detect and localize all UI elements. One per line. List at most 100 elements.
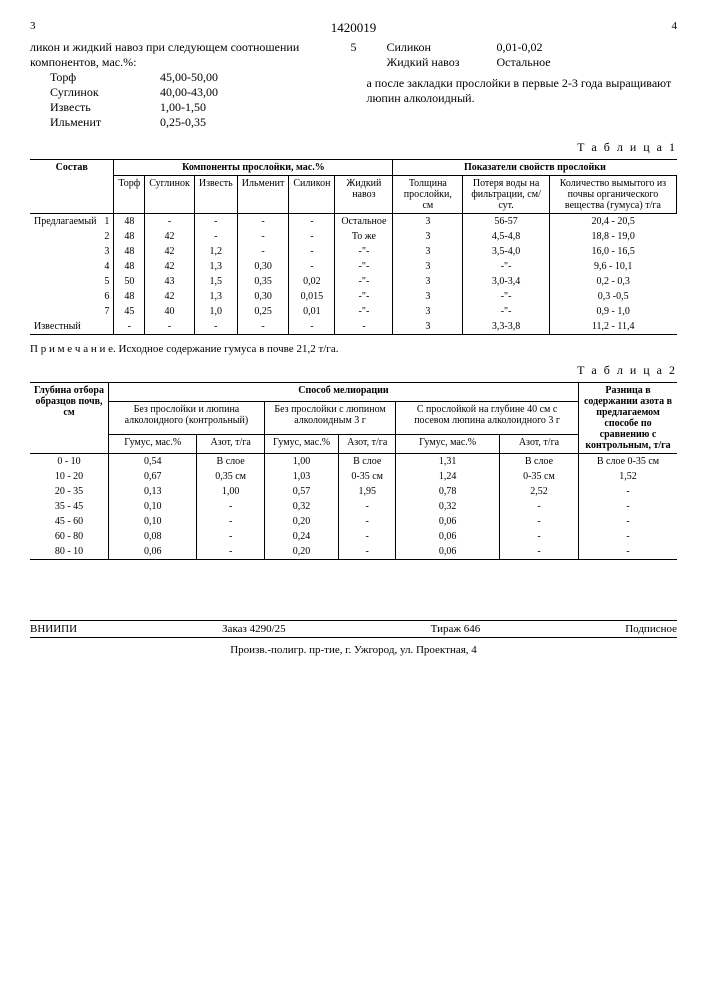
t2-cell: -	[579, 544, 678, 560]
t1-cell: 3	[393, 244, 463, 259]
table2: Глубина отбора образцов почв, см Способ …	[30, 382, 677, 560]
t1-cell: -"-	[463, 304, 550, 319]
col-num-3: 3	[30, 20, 36, 36]
t2-cell: 1,95	[339, 484, 396, 499]
t1-cell: 3	[393, 274, 463, 289]
t2-cell: -	[499, 529, 578, 544]
t2-cell: -	[339, 499, 396, 514]
t2-cell: 0,32	[396, 499, 500, 514]
t2-h-method: Способ мелиорации	[109, 383, 579, 402]
table-row: 45 - 600,10-0,20-0,06--	[30, 514, 677, 529]
comp-row: Ильменит0,25-0,35	[50, 115, 341, 130]
table-row: 60 - 800,08-0,24-0,06--	[30, 529, 677, 544]
table-row: 24842---То же34,5-4,818,8 - 19,0	[30, 229, 677, 244]
t2-cell: В слое	[339, 454, 396, 470]
comp-val: 45,00-50,00	[160, 70, 218, 85]
t1-cell: -"-	[335, 304, 393, 319]
comp-row: Силикон0,01-0,02	[386, 40, 677, 55]
t2-cell: -	[339, 529, 396, 544]
t1-cell: 3,5-4,0	[463, 244, 550, 259]
t2-cell: -	[499, 544, 578, 560]
t1-subhdr-cell: Ильменит	[237, 176, 289, 214]
t2-cell: 1,24	[396, 469, 500, 484]
t2-cell: 1,31	[396, 454, 500, 470]
t2-cell: -	[579, 484, 678, 499]
t2-cell: 0,06	[109, 544, 197, 560]
t2-subhdr-cell: Гумус, мас.%	[264, 434, 338, 453]
t1-cell: 1,0	[194, 304, 237, 319]
t1-subhdr-cell: Количество вымытого из почвы органическо…	[549, 176, 676, 214]
table1-note: П р и м е ч а н и е. Исходное содержание…	[30, 343, 677, 355]
t2-subhdr-cell: Гумус, мас.%	[109, 434, 197, 453]
t1-cell: 1,5	[194, 274, 237, 289]
t1-cell: 3	[393, 289, 463, 304]
t1-cell: 0,35	[237, 274, 289, 289]
t2-m2: Без прослойки с люпином алколоидным 3 г	[264, 402, 395, 434]
intro-right-text: а после закладки прослойки в первые 2-3 …	[366, 76, 677, 106]
t1-cell: 16,0 - 16,5	[549, 244, 676, 259]
t2-cell: -	[579, 514, 678, 529]
intro-left: ликон и жидкий навоз при следующем соотн…	[30, 40, 341, 130]
t2-depth: 0 - 10	[30, 454, 109, 470]
comp-row: Торф45,00-50,00	[50, 70, 341, 85]
t1-cell: 3	[393, 304, 463, 319]
t1-subhdr-cell: Жидкий навоз	[335, 176, 393, 214]
intro-left-text: ликон и жидкий навоз при следующем соотн…	[30, 40, 341, 70]
t1-cell: 0,30	[237, 259, 289, 274]
table-row: 20 - 350,131,000,571,950,782,52-	[30, 484, 677, 499]
table-row: Известный------33,3-3,811,2 - 11,4	[30, 319, 677, 335]
t1-row-num: 7	[100, 304, 114, 319]
t1-cell: 40	[145, 304, 195, 319]
t2-subhdr-cell: Азот, т/га	[499, 434, 578, 453]
table-row: 448421,30,30--"-3-"-9,6 - 10,1	[30, 259, 677, 274]
t1-cell: 48	[114, 289, 145, 304]
t1-cell: 0,015	[289, 289, 335, 304]
intro-right: Силикон0,01-0,02Жидкий навозОстальное а …	[366, 40, 677, 130]
t1-cell: -	[335, 319, 393, 335]
t2-cell: 0,54	[109, 454, 197, 470]
t1-cell: -	[194, 229, 237, 244]
t1-cell: То же	[335, 229, 393, 244]
t1-cell: 4,5-4,8	[463, 229, 550, 244]
t2-cell: 0,06	[396, 529, 500, 544]
table-row: 35 - 450,10-0,32-0,32--	[30, 499, 677, 514]
t2-depth: 80 - 10	[30, 544, 109, 560]
t2-cell: В слое	[499, 454, 578, 470]
comp-name: Торф	[50, 70, 160, 85]
t2-cell: 0,32	[264, 499, 338, 514]
t1-cell: -	[237, 229, 289, 244]
t2-depth: 35 - 45	[30, 499, 109, 514]
t2-cell: 0,20	[264, 544, 338, 560]
t1-cell: 18,8 - 19,0	[549, 229, 676, 244]
table2-caption: Т а б л и ц а 2	[30, 363, 677, 378]
t2-cell: 1,03	[264, 469, 338, 484]
t1-row-num: 4	[100, 259, 114, 274]
t2-depth: 60 - 80	[30, 529, 109, 544]
table-row: 648421,30,300,015-"-3-"-0,3 -0,5	[30, 289, 677, 304]
t1-cell: 3,0-3,4	[463, 274, 550, 289]
t1-cell: 0,25	[237, 304, 289, 319]
t1-row-num: 2	[100, 229, 114, 244]
table-row: 10 - 200,670,35 см1,030-35 см1,240-35 см…	[30, 469, 677, 484]
t2-cell: 1,00	[197, 484, 264, 499]
t1-cell: -	[237, 244, 289, 259]
t1-cell: 48	[114, 214, 145, 230]
t2-cell: 0,10	[109, 514, 197, 529]
t1-cell: 3	[393, 214, 463, 230]
comp-name: Ильменит	[50, 115, 160, 130]
t2-cell: 0,13	[109, 484, 197, 499]
table-row: Предлагаемый148----Остальное356-5720,4 -…	[30, 214, 677, 230]
comp-row: Жидкий навозОстальное	[386, 55, 677, 70]
t2-depth: 10 - 20	[30, 469, 109, 484]
t1-subhdr-cell: Толщина прослойки, см	[393, 176, 463, 214]
t1-subhdr-cell: Суглинок	[145, 176, 195, 214]
comp-val: Остальное	[496, 55, 550, 70]
t1-cell: -"-	[335, 289, 393, 304]
t2-m3: С прослойкой на глубине 40 см с посевом …	[396, 402, 579, 434]
table1-caption: Т а б л и ц а 1	[30, 140, 677, 155]
comp-name: Силикон	[386, 40, 496, 55]
t2-cell: 0,06	[396, 544, 500, 560]
comp-val: 1,00-1,50	[160, 100, 206, 115]
t1-cell: -	[237, 319, 289, 335]
t1-row-num: 3	[100, 244, 114, 259]
